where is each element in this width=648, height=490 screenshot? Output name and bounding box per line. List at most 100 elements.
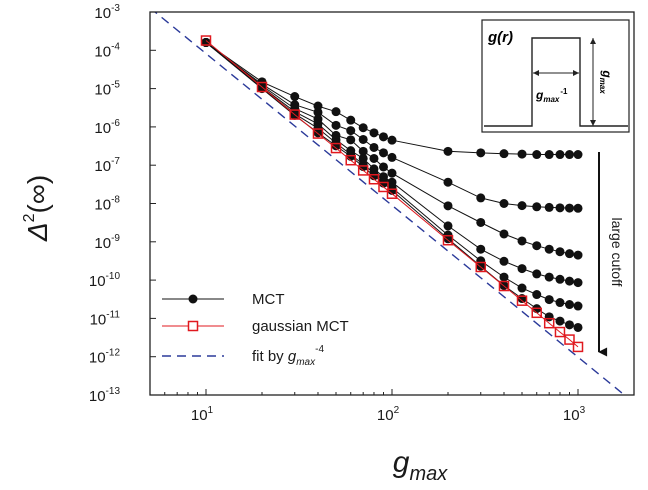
mct-point — [387, 168, 397, 178]
mct-point — [346, 115, 356, 125]
mct-point — [555, 247, 565, 257]
mct-point — [532, 241, 542, 251]
mct-point — [573, 250, 583, 260]
gaussian-mct-point — [572, 341, 584, 353]
y-tick-label: 10-11 — [90, 309, 121, 328]
mct-point — [517, 283, 527, 293]
gaussian-mct-point — [475, 261, 486, 273]
gaussian-mct-point — [543, 317, 555, 329]
mct-point — [564, 320, 574, 330]
mct-point — [555, 203, 565, 213]
gaussian-mct-point — [554, 326, 566, 338]
mct-point — [532, 269, 542, 279]
mct-point — [544, 295, 554, 305]
gaussian-mct-point — [200, 35, 212, 46]
inset: g(r) gmax-1 gmax — [481, 19, 630, 133]
mct-point — [517, 264, 527, 274]
gaussian-mct-point — [386, 188, 398, 199]
mct-point — [387, 135, 397, 145]
mct-point — [346, 135, 356, 145]
mct-point — [564, 276, 574, 286]
mct-point — [499, 256, 509, 266]
x-tick-label: 103 — [563, 405, 586, 424]
gaussian-mct-point — [498, 280, 510, 292]
legend-fit-label: fit by gmax-4 — [252, 344, 324, 368]
mct-point — [313, 101, 323, 111]
mct-point — [313, 107, 323, 117]
mct-point — [290, 92, 300, 102]
large-cutoff-label: large cutoff — [609, 217, 625, 286]
mct-point — [476, 148, 486, 158]
y-tick-label: 10-6 — [94, 118, 120, 137]
legend-mct-label: MCT — [252, 291, 285, 308]
mct-point — [532, 150, 542, 160]
mct-point — [443, 201, 453, 211]
mct-point — [555, 298, 565, 308]
y-axis-ticks: 10-3 10-4 10-5 10-6 10-7 10-8 10-9 10-10 10-11 10… — [89, 3, 156, 405]
mct-point — [358, 134, 368, 144]
series-layer — [153, 12, 626, 395]
gaussian-mct-point — [312, 128, 324, 139]
mct-point — [573, 301, 583, 311]
mct-point — [532, 202, 542, 212]
gaussian-mct-point — [357, 165, 369, 176]
mct-point — [544, 202, 554, 212]
mct-point — [573, 150, 583, 160]
gaussian-mct-point — [368, 173, 380, 185]
gaussian-mct-point — [564, 334, 575, 345]
mct-point — [443, 177, 453, 187]
gaussian-mct-point — [531, 307, 542, 319]
x-axis-ticks: 101 102 103 — [164, 389, 586, 424]
x-tick-label: 101 — [191, 405, 214, 424]
inset-title: g(r) — [487, 29, 513, 46]
y-axis-label: Δ2(∞) — [21, 175, 53, 242]
x-tick-label: 102 — [377, 405, 400, 424]
mct-point — [358, 123, 368, 133]
y-tick-label: 10-10 — [89, 271, 121, 290]
legend-mct-marker — [188, 294, 198, 304]
mct-point — [573, 322, 583, 332]
x-axis-label: gmax — [393, 446, 448, 485]
mct-point — [555, 274, 565, 284]
mct-point — [499, 149, 509, 159]
legend-gaussian-marker — [187, 320, 199, 332]
mct-point — [443, 234, 453, 244]
mct-point — [555, 316, 565, 326]
mct-point — [517, 201, 527, 211]
mct-point — [369, 128, 379, 138]
mct-point — [369, 153, 379, 163]
y-tick-label: 10-4 — [94, 41, 120, 60]
gaussian-mct-point — [256, 81, 268, 93]
mct-point — [443, 146, 453, 156]
y-tick-label: 10-12 — [89, 348, 121, 367]
mct-point — [544, 150, 554, 160]
gaussian-mct-point — [330, 142, 342, 154]
mct-point — [358, 146, 368, 156]
mct-point — [378, 132, 388, 142]
legend: MCT gaussian MCT fit by gmax-4 — [162, 291, 349, 368]
mct-point — [544, 244, 554, 254]
mct-point — [499, 229, 509, 239]
y-tick-label: 10-8 — [94, 195, 120, 214]
mct-point — [499, 199, 509, 208]
mct-point — [331, 120, 341, 130]
mct-point — [544, 272, 554, 282]
gaussian-mct-point — [289, 109, 300, 120]
mct-point — [476, 217, 486, 227]
mct-point — [517, 236, 527, 246]
mct-point — [564, 249, 574, 259]
legend-gaussian-label: gaussian MCT — [252, 318, 349, 335]
inset-width-label: gmax-1 — [535, 87, 568, 104]
gaussian-mct-point — [345, 154, 356, 166]
mct-point — [476, 193, 486, 203]
mct-point — [387, 152, 397, 162]
mct-point — [564, 150, 574, 160]
mct-point — [573, 203, 583, 213]
mct-point — [378, 162, 388, 172]
gaussian-mct-point — [378, 181, 389, 193]
mct-point — [331, 107, 341, 117]
mct-point — [573, 278, 583, 288]
mct-point — [564, 203, 574, 213]
gaussian-mct-point — [516, 295, 528, 306]
